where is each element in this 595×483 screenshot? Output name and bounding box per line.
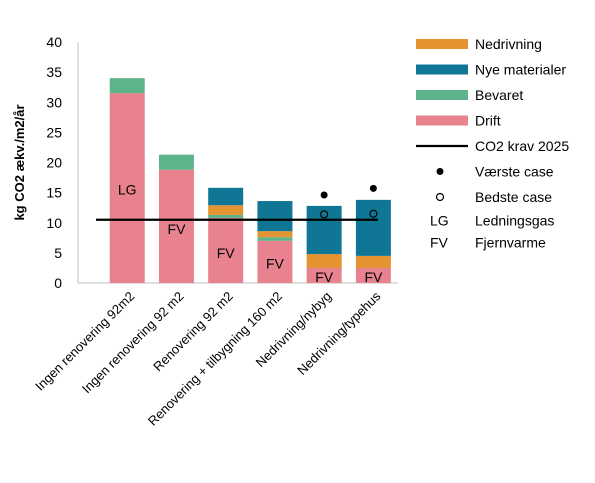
bar-segment-drift <box>306 267 342 283</box>
legend-label: Bevaret <box>475 87 523 103</box>
bar-segment-drift <box>109 93 145 284</box>
chart-overlays: LG FV FV FV FV FV <box>96 182 383 285</box>
bar-label: FV <box>266 256 285 272</box>
bar-segment-drift <box>355 267 391 283</box>
bar-segment-bevaret <box>208 214 244 218</box>
legend-abbr-text: Ledningsgas <box>475 213 554 229</box>
bar-segment-bevaret <box>158 154 194 170</box>
legend-abbr: LG <box>430 213 449 229</box>
bar-segment-drift <box>158 169 194 283</box>
bar-segment-bevaret <box>109 78 145 94</box>
legend-label: Værste case <box>475 164 554 180</box>
y-tick-label: 35 <box>46 64 62 80</box>
bar-label: FV <box>315 269 334 285</box>
bar-segment-nye-materialer <box>257 201 293 232</box>
bar-segment-nye-materialer <box>306 205 342 255</box>
legend-abbr-text: Fjernvarme <box>475 235 546 251</box>
legend-label: Nedrivning <box>475 36 542 52</box>
legend-marker-worst <box>436 168 444 175</box>
legend-marker-best <box>435 192 445 202</box>
bar-segment-nedrivning <box>355 255 391 268</box>
best-case-marker <box>320 210 329 219</box>
y-tick-label: 20 <box>46 155 62 171</box>
bar-segment-nye-materialer <box>208 187 244 206</box>
bar-segment-bevaret <box>257 237 293 241</box>
worst-case-marker <box>369 184 377 192</box>
best-case-marker <box>369 209 378 218</box>
legend-label: Drift <box>475 113 501 129</box>
bar-label: FV <box>168 221 187 237</box>
bar-label: LG <box>118 182 137 198</box>
chart-bars <box>109 78 391 284</box>
bar-segment-nedrivning <box>257 231 293 238</box>
y-tick-label: 15 <box>46 185 62 201</box>
y-tick-label: 40 <box>46 34 62 50</box>
bar-segment-drift <box>257 240 293 283</box>
legend-swatch-bevaret <box>416 90 468 100</box>
bar-segment-nedrivning <box>306 254 342 268</box>
bar-segment-nedrivning <box>208 205 244 215</box>
bar-label: FV <box>217 245 236 261</box>
y-tick-label: 30 <box>46 94 62 110</box>
x-tick-label: Ingen renovering 92m2 <box>32 289 137 394</box>
legend-label: CO2 krav 2025 <box>475 138 569 154</box>
bar-segment-drift <box>208 217 244 283</box>
legend-swatch-nye-materialer <box>416 64 468 75</box>
worst-case-marker <box>320 191 328 199</box>
bar-label: FV <box>364 269 383 285</box>
legend-swatch-nedrivning <box>416 39 468 49</box>
y-tick-label: 5 <box>54 245 62 261</box>
legend-abbr: FV <box>430 235 449 251</box>
chart-legend: Nedrivning Nye materialer Bevaret Drift CO2 … <box>416 36 569 251</box>
y-tick-label: 25 <box>46 124 62 140</box>
legend-swatch-drift <box>416 115 468 126</box>
legend-label: Bedste case <box>475 189 552 205</box>
legend-label: Nye materialer <box>475 62 566 78</box>
y-tick-label: 0 <box>54 275 62 291</box>
y-tick-label: 10 <box>46 215 62 231</box>
y-axis-label: kg CO2 ækv./m2/år <box>12 104 27 220</box>
x-tick-label: Nedrivning/typehus <box>294 288 384 378</box>
bar-segment-nye-materialer <box>355 199 391 256</box>
